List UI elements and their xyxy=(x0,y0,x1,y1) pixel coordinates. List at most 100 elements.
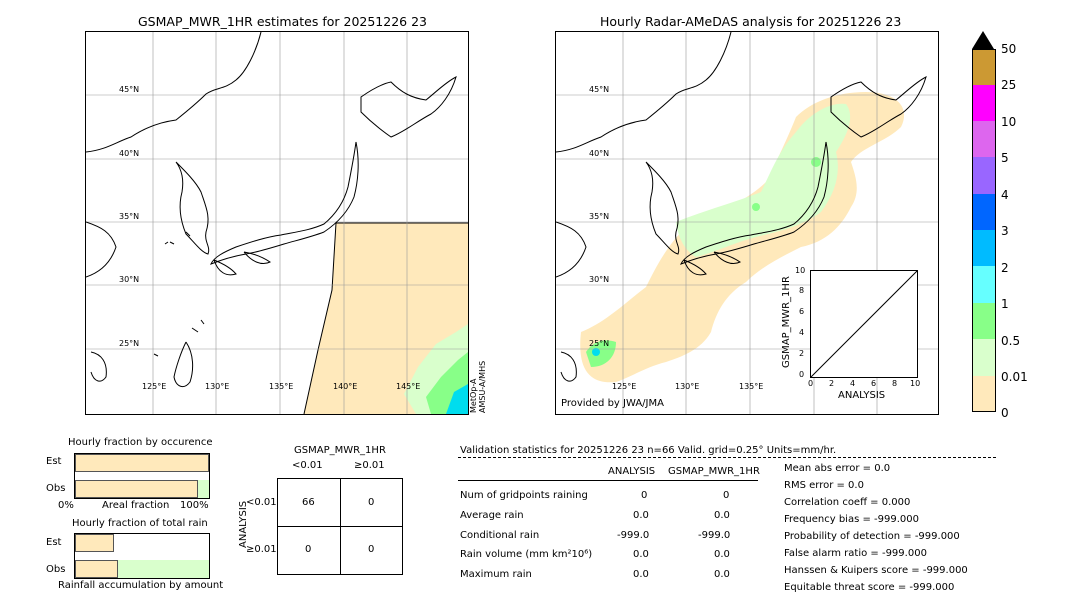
colorbar-extend-arrow xyxy=(972,31,994,49)
score: Probability of detection = -999.000 xyxy=(784,531,960,542)
colorbar-label: 3 xyxy=(1001,224,1009,238)
data-credit: Provided by JWA/JMA xyxy=(561,398,664,409)
score: Equitable threat score = -999.000 xyxy=(784,582,955,593)
colorbar-label: 50 xyxy=(1001,42,1017,56)
colorbar-label: 0.5 xyxy=(1001,334,1021,348)
lat-label: 45°N xyxy=(589,85,610,94)
stat-label: Average rain xyxy=(460,510,524,521)
stat-analysis: 0 xyxy=(641,490,648,501)
stat-analysis: -999.0 xyxy=(617,530,650,541)
col-analysis: ANALYSIS xyxy=(608,466,656,477)
lon-label: 125°E xyxy=(142,382,167,391)
inset-xtick: 10 xyxy=(910,379,921,388)
stat-gsmap: 0.0 xyxy=(714,569,730,580)
inset-ytick: 0 xyxy=(799,370,805,379)
total-rain-plot xyxy=(74,533,210,579)
colorbar-label: 0 xyxy=(1001,406,1009,420)
stat-gsmap: -999.0 xyxy=(698,530,731,541)
total-rain-footer: Rainfall accumulation by amount xyxy=(58,580,224,591)
lon-label: 135°E xyxy=(739,382,764,391)
inset-ylabel: GSMAP_MWR_1HR xyxy=(781,276,792,368)
colorbar-label: 25 xyxy=(1001,78,1017,92)
sensor-label: AMSU-A/MHS xyxy=(478,360,487,413)
colorbar-label: 0.01 xyxy=(1001,370,1028,384)
colorbar-segment xyxy=(973,266,995,303)
inset-xtick: 4 xyxy=(850,379,856,388)
lat-label: 25°N xyxy=(119,339,140,348)
score: Hanssen & Kuipers score = -999.000 xyxy=(784,565,968,576)
colorbar-segment xyxy=(973,303,995,339)
lon-label: 125°E xyxy=(612,382,637,391)
contingency-table: 66 0 0 0 xyxy=(277,478,403,575)
colorbar-label: 1 xyxy=(1001,297,1009,311)
stat-gsmap: 0 xyxy=(723,490,730,501)
inset-xlabel: ANALYSIS xyxy=(838,390,886,401)
contingency-cell: 0 xyxy=(305,544,312,555)
stat-label: Conditional rain xyxy=(460,530,540,541)
inset-ytick: 10 xyxy=(795,266,806,275)
inset-xtick: 6 xyxy=(871,379,877,388)
colorbar-segment xyxy=(973,50,995,85)
colorbar-label: 5 xyxy=(1001,151,1009,165)
colorbar-segment xyxy=(973,157,995,194)
inset-xtick: 2 xyxy=(829,379,835,388)
contingency-row1: <0.01 xyxy=(246,497,277,508)
lon-label: 130°E xyxy=(675,382,700,391)
inset-xtick: 8 xyxy=(892,379,898,388)
colorbar-segment xyxy=(973,230,995,266)
occurrence-axis-left: 0% xyxy=(58,500,74,511)
contingency-cell: 0 xyxy=(368,544,375,555)
colorbar-segment xyxy=(973,85,995,121)
score: Correlation coeff = 0.000 xyxy=(784,497,911,508)
colorbar-segment xyxy=(973,121,995,157)
left-map: 45°N 40°N 35°N 30°N 25°N 125°E 130°E 135… xyxy=(85,31,469,415)
contingency-cell: 66 xyxy=(302,497,315,508)
stat-label: Num of gridpoints raining xyxy=(460,490,588,501)
contingency-col1: <0.01 xyxy=(292,460,323,471)
colorbar-label: 4 xyxy=(1001,188,1009,202)
occurrence-title: Hourly fraction by occurence xyxy=(68,437,213,448)
lon-label: 130°E xyxy=(205,382,230,391)
lat-label: 30°N xyxy=(589,275,610,284)
lat-label: 35°N xyxy=(119,212,140,221)
stat-analysis: 0.0 xyxy=(633,510,649,521)
score: Frequency bias = -999.000 xyxy=(784,514,919,525)
validation-header: Validation statistics for 20251226 23 n=… xyxy=(460,445,837,456)
colorbar xyxy=(972,49,996,412)
stat-label: Maximum rain xyxy=(460,569,532,580)
table-rule xyxy=(458,480,758,481)
total-est-bar xyxy=(75,534,114,552)
score: Mean abs error = 0.0 xyxy=(784,463,891,474)
stat-analysis: 0.0 xyxy=(633,549,649,560)
total-obs-label: Obs xyxy=(46,564,66,575)
inset-ytick: 4 xyxy=(799,328,805,337)
inset-ytick: 2 xyxy=(799,349,805,358)
lon-label: 145°E xyxy=(396,382,421,391)
colorbar-label: 2 xyxy=(1001,261,1009,275)
contingency-cell: 0 xyxy=(368,497,375,508)
occurrence-axis-label: Areal fraction xyxy=(102,500,170,511)
col-gsmap: GSMAP_MWR_1HR xyxy=(668,466,760,477)
inset-ytick: 8 xyxy=(799,286,805,295)
lat-label: 25°N xyxy=(589,339,610,348)
colorbar-segment xyxy=(973,194,995,230)
colorbar-segment xyxy=(973,376,995,411)
occurrence-obs-bar xyxy=(75,480,199,498)
score: False alarm ratio = -999.000 xyxy=(784,548,927,559)
total-rain-title: Hourly fraction of total rain xyxy=(72,518,208,529)
lat-label: 45°N xyxy=(119,85,140,94)
score: RMS error = 0.0 xyxy=(784,480,864,491)
lat-label: 35°N xyxy=(589,212,610,221)
inset-scatter xyxy=(810,270,918,378)
right-map-title: Hourly Radar-AMeDAS analysis for 2025122… xyxy=(600,14,902,29)
stat-label: Rain volume (mm km²10⁶) xyxy=(460,549,593,560)
lat-label: 40°N xyxy=(119,149,140,158)
satellite-label: MetOp-A xyxy=(469,378,478,413)
stat-gsmap: 0.0 xyxy=(714,510,730,521)
contingency-row2: ≥0.01 xyxy=(246,544,277,555)
lon-label: 135°E xyxy=(269,382,294,391)
left-map-title: GSMAP_MWR_1HR estimates for 20251226 23 xyxy=(138,14,427,29)
inset-ytick: 6 xyxy=(799,307,805,316)
occurrence-est-bar xyxy=(75,454,209,472)
total-obs-bar xyxy=(75,560,118,578)
